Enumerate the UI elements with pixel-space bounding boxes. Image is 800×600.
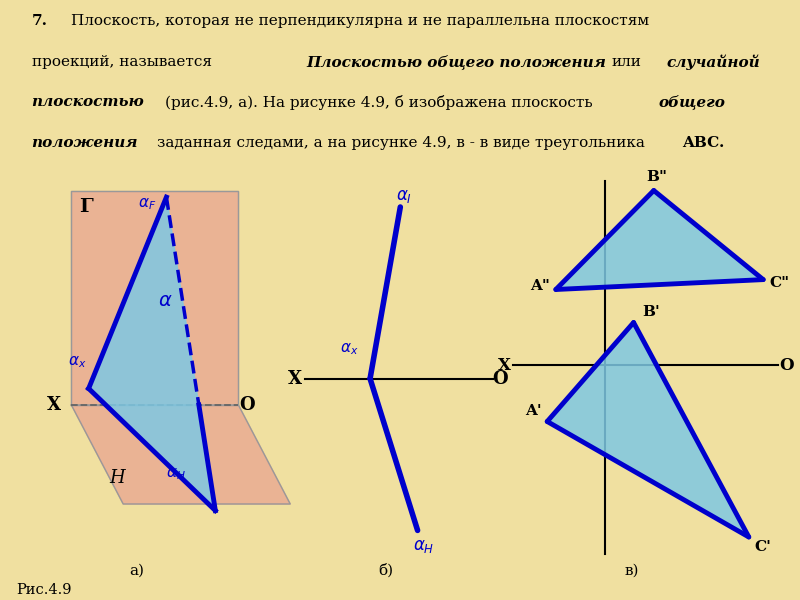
Text: B': B' [642, 305, 660, 319]
Text: $\alpha_H$: $\alpha_H$ [414, 538, 434, 555]
Text: Плоскость, которая не перпендикулярна и не параллельна плоскостям: Плоскость, которая не перпендикулярна и … [70, 14, 649, 28]
Text: положения: положения [31, 136, 138, 149]
Text: 7.: 7. [31, 14, 47, 28]
Text: заданная следами, а на рисунке 4.9, в - в виде треугольника: заданная следами, а на рисунке 4.9, в - … [157, 136, 645, 149]
Text: Плоскостью общего положения: Плоскостью общего положения [306, 55, 606, 70]
Text: $\alpha$: $\alpha$ [158, 292, 172, 310]
Text: случайной: случайной [666, 55, 760, 70]
Text: плоскостью: плоскостью [31, 95, 144, 109]
Text: $\alpha_F$: $\alpha_F$ [138, 196, 156, 212]
Text: A': A' [525, 404, 542, 418]
Text: $\alpha_I$: $\alpha_I$ [396, 188, 412, 205]
Text: б): б) [378, 563, 394, 578]
Text: X: X [47, 396, 61, 414]
Polygon shape [71, 191, 238, 405]
Text: $\alpha_x$: $\alpha_x$ [69, 355, 87, 370]
Text: O: O [779, 357, 794, 374]
Text: $\alpha_H$: $\alpha_H$ [166, 467, 186, 482]
Text: в): в) [625, 564, 639, 578]
Text: Рис.4.9: Рис.4.9 [16, 583, 71, 597]
Text: $\alpha_x$: $\alpha_x$ [340, 341, 358, 357]
Text: а): а) [129, 564, 144, 578]
Polygon shape [547, 323, 749, 537]
Text: H: H [110, 469, 126, 487]
Text: ABC.: ABC. [682, 136, 725, 149]
Text: C": C" [769, 276, 789, 290]
Text: A": A" [530, 279, 550, 293]
Text: X: X [287, 370, 302, 388]
Text: O: O [492, 370, 507, 388]
Polygon shape [71, 405, 290, 504]
Polygon shape [89, 197, 215, 511]
Polygon shape [556, 191, 763, 289]
Text: C': C' [754, 540, 771, 554]
Text: проекций, называется: проекций, называется [31, 55, 211, 68]
Text: O: O [239, 396, 255, 414]
Text: X: X [498, 357, 510, 374]
Text: общего: общего [658, 95, 726, 110]
Text: B": B" [646, 170, 667, 184]
Text: или: или [612, 55, 642, 68]
Text: (рис.4.9, а). На рисунке 4.9, б изображена плоскость: (рис.4.9, а). На рисунке 4.9, б изображе… [165, 95, 593, 110]
Text: Γ: Γ [79, 198, 93, 216]
